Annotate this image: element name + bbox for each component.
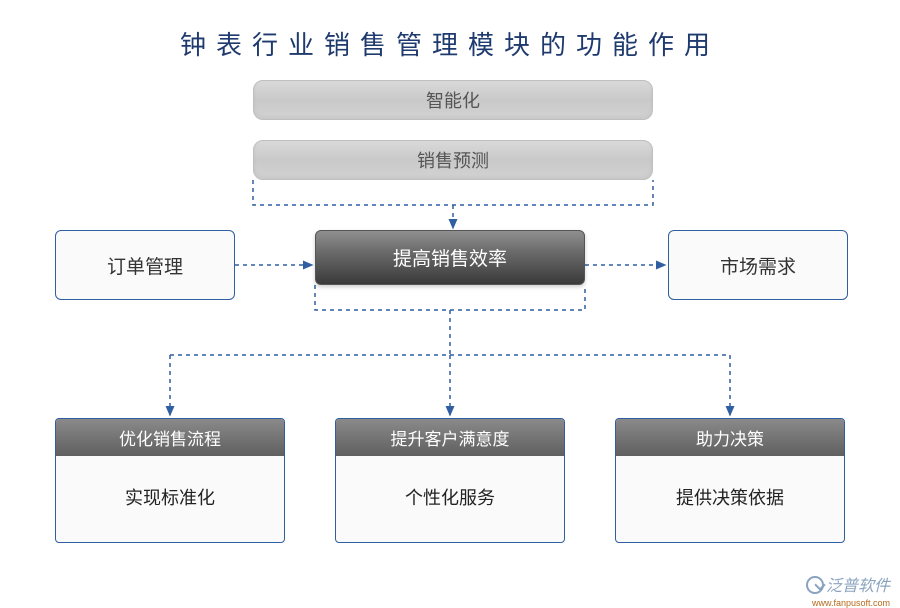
card-3-header: 助力决策 [616, 419, 844, 456]
card-1-body: 实现标准化 [56, 456, 284, 538]
node-top-2: 销售预测 [253, 140, 653, 180]
card-2: 提升客户满意度 个性化服务 [335, 418, 565, 543]
page-title: 钟表行业销售管理模块的功能作用 [0, 0, 900, 62]
card-1: 优化销售流程 实现标准化 [55, 418, 285, 543]
node-right: 市场需求 [668, 230, 848, 300]
card-2-header: 提升客户满意度 [336, 419, 564, 456]
watermark-logo: 泛普软件 [806, 572, 890, 596]
logo-icon [806, 576, 824, 594]
card-2-body: 个性化服务 [336, 456, 564, 538]
card-1-header: 优化销售流程 [56, 419, 284, 456]
node-left: 订单管理 [55, 230, 235, 300]
card-3: 助力决策 提供决策依据 [615, 418, 845, 543]
node-top-1: 智能化 [253, 80, 653, 120]
watermark-text: 泛普软件 [826, 578, 890, 595]
node-center: 提高销售效率 [315, 230, 585, 285]
card-3-body: 提供决策依据 [616, 456, 844, 538]
